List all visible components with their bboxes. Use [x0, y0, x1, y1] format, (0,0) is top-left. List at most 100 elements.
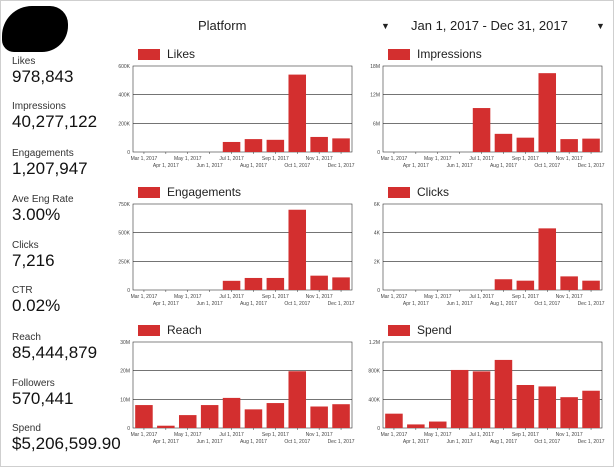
y-tick-label: 2K: [374, 259, 381, 265]
y-tick-label: 10M: [120, 397, 130, 403]
x-tick-label: May 1, 2017: [424, 432, 452, 438]
bar: [244, 139, 263, 152]
bar: [266, 403, 285, 428]
x-tick-label: May 1, 2017: [424, 156, 452, 162]
x-tick-label: Jul 1, 2017: [469, 294, 494, 300]
date-range-dropdown[interactable]: Jan 1, 2017 - Dec 31, 2017 ▼: [411, 18, 605, 40]
metric-followers-label: Followers: [12, 378, 55, 389]
y-tick-label: 20M: [120, 369, 130, 375]
y-tick-label: 250K: [118, 259, 130, 265]
bar: [516, 137, 535, 152]
y-tick-label: 600K: [118, 64, 130, 70]
reach-chart: Reach 0 10M 20M 30M Mar 1, 2017 Apr 1, 2017 Ma…: [110, 323, 354, 453]
date-range-label: Jan 1, 2017 - Dec 31, 2017: [411, 18, 568, 33]
x-tick-label: Jun 1, 2017: [197, 163, 223, 169]
x-tick-label: Oct 1, 2017: [534, 163, 560, 169]
bar: [582, 138, 600, 152]
bar: [582, 280, 600, 290]
x-tick-label: Oct 1, 2017: [534, 301, 560, 307]
metric-likes-label: Likes: [12, 56, 36, 67]
bar: [428, 421, 447, 428]
bar: [222, 397, 241, 428]
y-tick-label: 18M: [370, 64, 380, 70]
metric-reach-value: 85,444,879: [12, 343, 98, 362]
caret-down-icon: ▼: [596, 21, 605, 31]
legend-swatch: [388, 324, 410, 336]
bar: [494, 133, 513, 152]
x-tick-label: Sep 1, 2017: [512, 432, 539, 438]
y-tick-label: 1.2M: [369, 340, 380, 346]
bar: [222, 141, 241, 152]
bar: [332, 138, 350, 152]
clicks-legend: Clicks: [388, 185, 449, 199]
bar: [332, 404, 350, 428]
metric-impressions-label: Impressions: [12, 101, 66, 112]
bar: [450, 369, 469, 428]
legend-swatch: [138, 48, 160, 60]
plot-frame: [132, 203, 353, 291]
bar: [560, 276, 578, 290]
x-tick-label: Nov 1, 2017: [306, 156, 333, 162]
metric-clicks-value: 7,216: [12, 251, 55, 270]
spend-chart: Spend 0 400K 800K 1.2M Mar 1, 2017 Apr 1, 201…: [360, 323, 604, 453]
x-tick-label: Jul 1, 2017: [469, 156, 494, 162]
bar: [560, 139, 578, 152]
x-tick-label: Aug 1, 2017: [240, 301, 267, 307]
bar: [157, 425, 175, 428]
x-tick-label: Nov 1, 2017: [306, 432, 333, 438]
metric-ctr-value: 0.02%: [12, 296, 61, 315]
bar: [516, 385, 535, 428]
reach-legend: Reach: [138, 323, 202, 337]
x-tick-label: Sep 1, 2017: [262, 432, 289, 438]
bar: [288, 371, 307, 428]
metric-engagements-label: Engagements: [12, 148, 74, 159]
x-tick-label: Jun 1, 2017: [197, 301, 223, 307]
x-tick-label: Nov 1, 2017: [306, 294, 333, 300]
legend-label: Impressions: [417, 47, 482, 61]
metric-likes-value: 978,843: [12, 67, 74, 86]
metric-clicks-label: Clicks: [12, 240, 39, 251]
x-tick-label: May 1, 2017: [424, 294, 452, 300]
x-tick-label: Aug 1, 2017: [240, 439, 267, 445]
metric-reach-label: Reach: [12, 332, 41, 343]
bar: [310, 136, 328, 152]
metric-ave-eng-rate-value: 3.00%: [12, 205, 61, 224]
bar: [178, 415, 197, 428]
bar: [538, 73, 557, 152]
spend-legend: Spend: [388, 323, 452, 337]
x-tick-label: Mar 1, 2017: [381, 156, 408, 162]
y-tick-label: 0: [127, 426, 130, 432]
x-tick-label: Sep 1, 2017: [512, 156, 539, 162]
legend-label: Clicks: [417, 185, 449, 199]
x-tick-label: Jun 1, 2017: [447, 439, 473, 445]
y-tick-label: 0: [127, 150, 130, 156]
plot-frame: [132, 65, 353, 153]
x-tick-label: Apr 1, 2017: [153, 301, 179, 307]
x-tick-label: Mar 1, 2017: [381, 294, 408, 300]
platform-dropdown[interactable]: Platform ▼: [198, 18, 390, 40]
redacted-logo: [2, 6, 68, 52]
likes-chart: Likes 0 200K 400K 600K Mar 1, 2017 Apr 1, 201…: [110, 47, 354, 177]
y-tick-label: 30M: [120, 340, 130, 346]
bar: [244, 277, 263, 290]
y-tick-label: 0: [377, 426, 380, 432]
bar: [516, 280, 535, 290]
metric-followers-value: 570,441: [12, 389, 74, 408]
plot-frame: [132, 341, 353, 429]
x-tick-label: Oct 1, 2017: [284, 163, 310, 169]
bar: [266, 139, 285, 152]
bar: [385, 413, 403, 428]
y-tick-label: 400K: [368, 397, 380, 403]
plot-frame: [382, 203, 603, 291]
metric-impressions-value: 40,277,122: [12, 112, 98, 131]
x-tick-label: Aug 1, 2017: [240, 163, 267, 169]
bar: [538, 386, 557, 428]
bar: [494, 359, 513, 428]
likes-legend: Likes: [138, 47, 195, 61]
bar: [472, 371, 491, 428]
legend-label: Likes: [167, 47, 196, 61]
x-tick-label: Aug 1, 2017: [490, 439, 517, 445]
y-tick-label: 4K: [374, 231, 381, 237]
